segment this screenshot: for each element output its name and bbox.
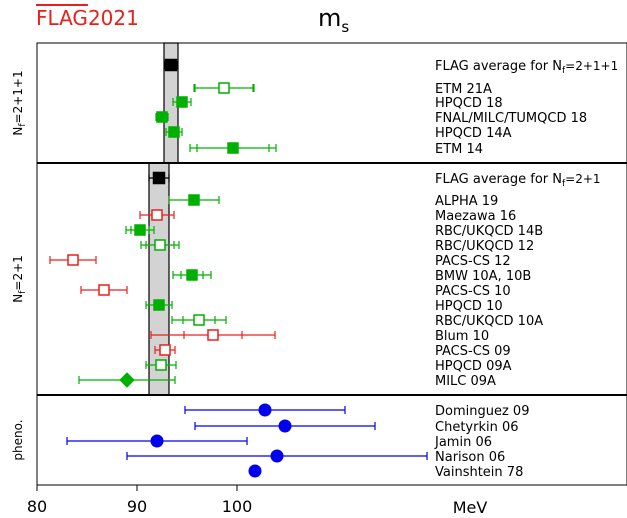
data-point xyxy=(153,299,165,311)
entry-label: Blum 10 xyxy=(435,329,489,344)
x-tick-label: 90 xyxy=(127,497,147,516)
entry-label: RBC/UKQCD 14B xyxy=(435,224,543,239)
panel-label: pheno. xyxy=(11,419,25,460)
data-point xyxy=(193,314,205,326)
data-point xyxy=(164,58,178,72)
x-tick-label: 80 xyxy=(27,497,47,516)
plot-frame xyxy=(36,42,627,486)
data-point xyxy=(176,96,188,108)
flag-logo-text: FLAG xyxy=(36,6,88,30)
entry-label: PACS-CS 12 xyxy=(435,254,511,269)
entry-label: PACS-CS 10 xyxy=(435,284,511,299)
chart-title: ms xyxy=(318,4,349,36)
entry-label: HPQCD 09A xyxy=(435,359,512,374)
entry-label: Narison 06 xyxy=(435,450,505,465)
data-point xyxy=(159,344,171,356)
entry-label: HPQCD 18 xyxy=(435,96,503,111)
data-point xyxy=(248,464,262,478)
entry-label: HPQCD 10 xyxy=(435,299,503,314)
data-point xyxy=(207,329,219,341)
data-point xyxy=(150,434,164,448)
entry-label: ETM 14 xyxy=(435,142,483,157)
entry-label: Vainshtein 78 xyxy=(435,465,523,480)
flag-logo-year: 2021 xyxy=(87,6,139,30)
data-point xyxy=(218,82,230,94)
x-tick-label: 100 xyxy=(222,497,253,516)
data-point xyxy=(134,224,146,236)
entry-label: FLAG average for Nf=2+1 xyxy=(435,172,601,189)
data-point xyxy=(98,284,110,296)
entry-label: Maezawa 16 xyxy=(435,209,516,224)
entry-label: Dominguez 09 xyxy=(435,404,529,419)
entry-label: HPQCD 14A xyxy=(435,126,512,141)
data-point xyxy=(154,239,166,251)
panel-label: Nf=2+1 xyxy=(11,255,28,303)
data-point xyxy=(227,142,239,154)
data-point xyxy=(186,269,198,281)
data-point xyxy=(168,126,180,138)
data-point xyxy=(151,209,163,221)
entry-label: FLAG average for Nf=2+1+1 xyxy=(435,59,618,76)
data-point xyxy=(258,403,272,417)
chart-title-main: m xyxy=(318,4,342,32)
flag-logo: FLAG2021 xyxy=(36,6,139,30)
entry-label: Chetyrkin 06 xyxy=(435,420,519,435)
entry-label: RBC/UKQCD 10A xyxy=(435,314,543,329)
data-point xyxy=(270,449,284,463)
data-point xyxy=(67,254,79,266)
entry-label: FNAL/MILC/TUMQCD 18 xyxy=(435,111,587,126)
entry-label: RBC/UKQCD 12 xyxy=(435,239,534,254)
entry-label: ETM 21A xyxy=(435,82,492,97)
data-point xyxy=(119,372,135,388)
entry-label: ALPHA 19 xyxy=(435,194,498,209)
data-point xyxy=(156,111,168,123)
entry-label: PACS-CS 09 xyxy=(435,344,511,359)
data-point xyxy=(278,419,292,433)
entry-label: MILC 09A xyxy=(435,374,496,389)
panel-label: Nf=2+1+1 xyxy=(11,70,28,135)
chart-title-sub: s xyxy=(341,17,350,36)
entry-label: BMW 10A, 10B xyxy=(435,269,531,284)
x-axis-label: MeV xyxy=(453,498,488,517)
data-point xyxy=(188,194,200,206)
data-point xyxy=(155,359,167,371)
entry-label: Jamin 06 xyxy=(434,435,492,450)
data-point xyxy=(152,171,166,185)
